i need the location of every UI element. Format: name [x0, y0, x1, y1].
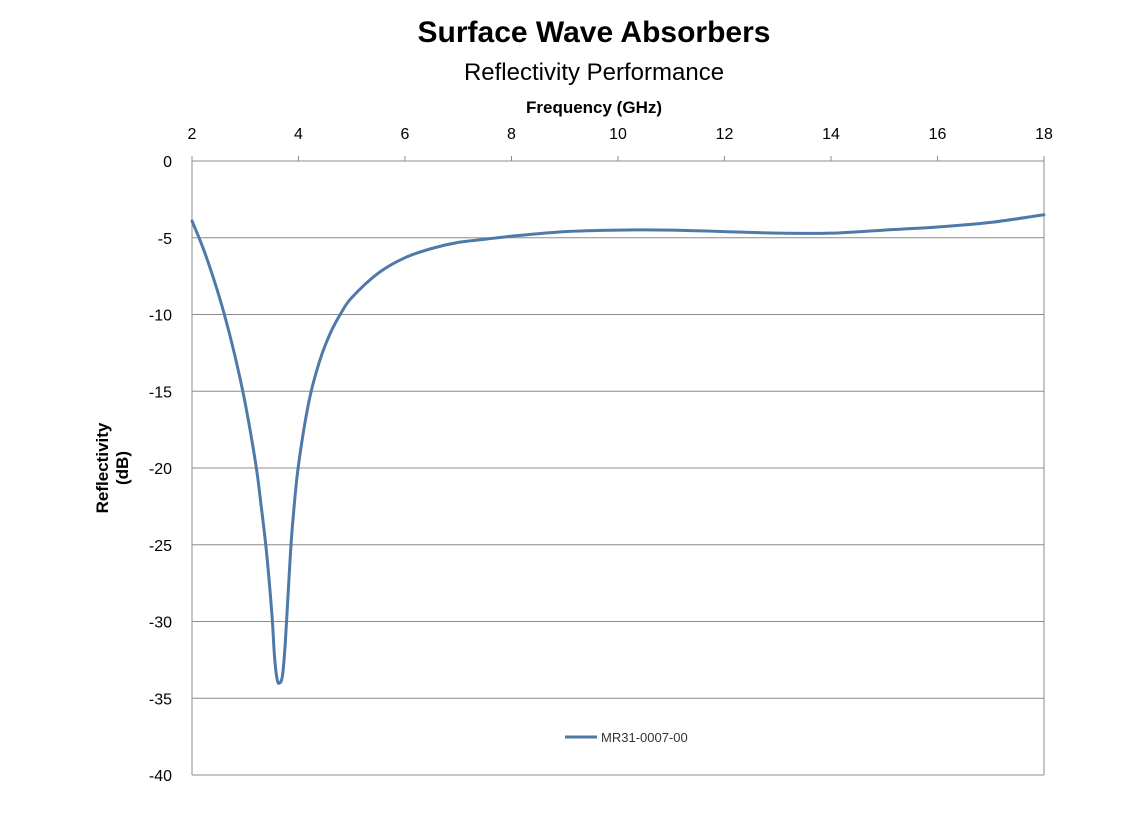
y-axis-title-line-2: (dB) [113, 451, 132, 485]
x-tick-label: 18 [1035, 126, 1053, 143]
legend: MR31-0007-00 [565, 730, 688, 745]
x-axis-title: Frequency (GHz) [526, 98, 662, 117]
x-tick-label: 4 [294, 126, 303, 143]
y-axis-title: Reflectivity (dB) [93, 422, 132, 513]
y-tick-label: -15 [149, 384, 172, 401]
x-tick-label: 14 [822, 126, 840, 143]
y-tick-label: -25 [149, 538, 172, 555]
y-tick-label: 0 [163, 154, 172, 171]
y-tick-label: -20 [149, 461, 172, 478]
y-tick-label: -5 [158, 231, 172, 248]
chart-subtitle: Reflectivity Performance [464, 59, 724, 86]
x-tick-label: 6 [401, 126, 410, 143]
y-tick-label: -10 [149, 308, 172, 325]
legend-entry: MR31-0007-00 [601, 730, 688, 745]
y-tick-label: -35 [149, 691, 172, 708]
x-tick-label: 8 [507, 126, 516, 143]
y-tick-label: -30 [149, 615, 172, 632]
x-tick-labels: 2 4 6 8 10 12 14 16 18 [188, 126, 1053, 143]
axes [191, 156, 1045, 776]
x-tick-label: 10 [609, 126, 627, 143]
chart-title: Surface Wave Absorbers [418, 16, 771, 49]
x-tick-label: 16 [929, 126, 947, 143]
x-tick-label: 2 [188, 126, 197, 143]
y-tick-label: -40 [149, 768, 172, 785]
series-line-mr31-0007-00 [190, 213, 1046, 685]
grid-lines [192, 237, 1044, 699]
y-axis-title-line-1: Reflectivity [93, 422, 112, 513]
y-tick-labels: 0 -5 -10 -15 -20 -25 -30 -35 -40 [149, 154, 172, 785]
series-layer [190, 213, 1046, 685]
x-tick-label: 12 [716, 126, 734, 143]
